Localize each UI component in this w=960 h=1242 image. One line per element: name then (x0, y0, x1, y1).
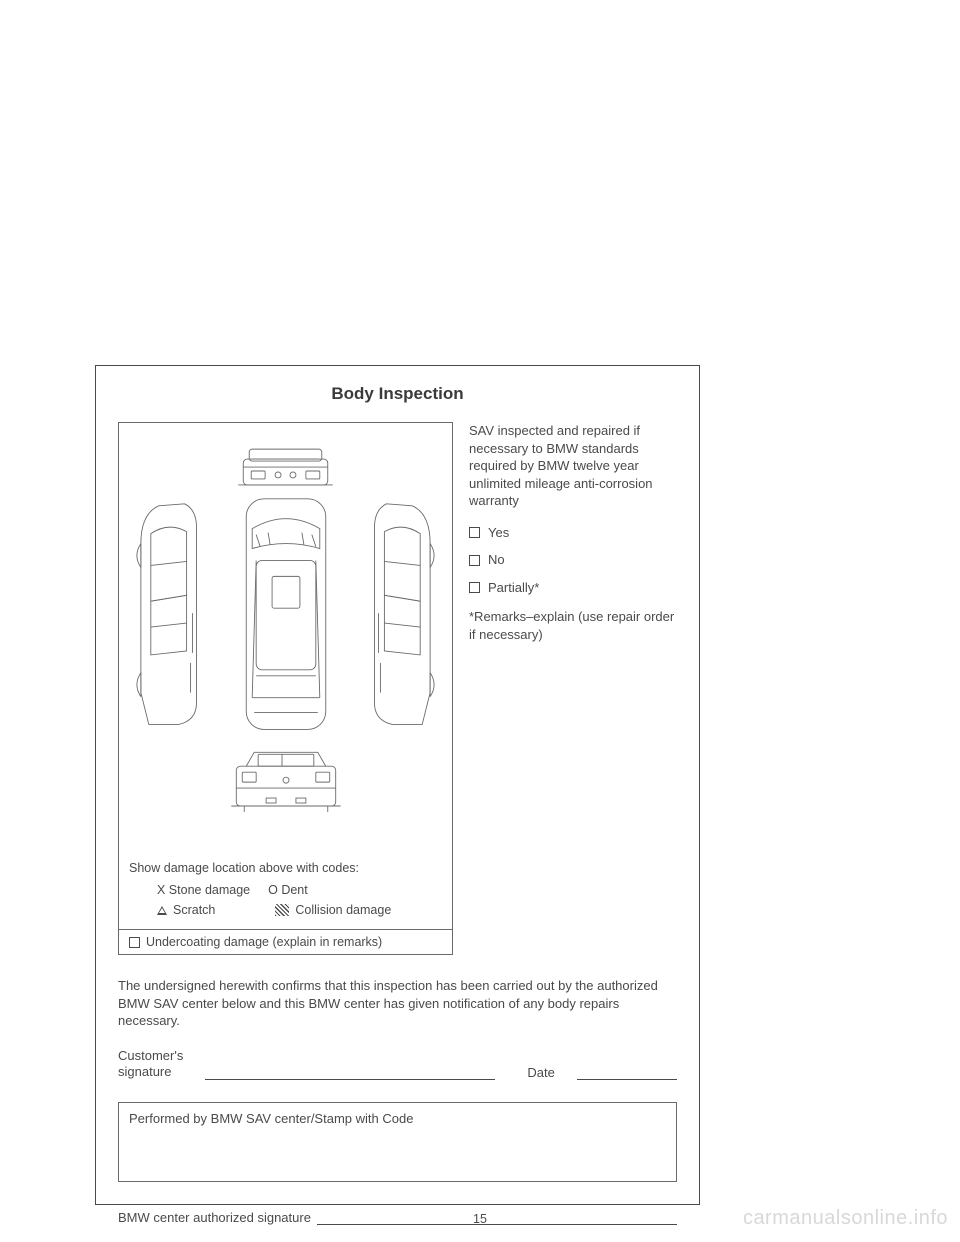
option-yes: Yes (469, 524, 677, 542)
yes-checkbox[interactable] (469, 527, 480, 538)
option-no: No (469, 551, 677, 569)
two-column-layout: Show damage location above with codes: X… (118, 422, 677, 955)
stamp-box[interactable]: Performed by BMW SAV center/Stamp with C… (118, 1102, 677, 1182)
no-checkbox[interactable] (469, 555, 480, 566)
signature-row: Customer's signature Date (118, 1048, 677, 1081)
legend-dent-label: O Dent (268, 883, 308, 897)
legend-dent: O Dent (268, 883, 308, 897)
legend-stone: X Stone damage (157, 883, 250, 897)
no-label: No (488, 551, 505, 569)
remarks-text: *Remarks–explain (use repair order if ne… (469, 608, 677, 643)
page-title: Body Inspection (118, 384, 677, 404)
watermark: carmanualsonline.info (743, 1207, 948, 1230)
stamp-label: Performed by BMW SAV center/Stamp with C… (129, 1111, 413, 1126)
undercoating-row: Undercoating damage (explain in remarks) (119, 929, 452, 954)
customer-signature-line[interactable] (205, 1079, 495, 1080)
option-partially: Partially* (469, 579, 677, 597)
date-line[interactable] (577, 1079, 677, 1080)
undercoating-checkbox[interactable] (129, 937, 140, 948)
legend: Show damage location above with codes: X… (119, 853, 452, 929)
legend-stone-label: X Stone damage (157, 883, 250, 897)
partially-label: Partially* (488, 579, 539, 597)
diagram-box: Show damage location above with codes: X… (118, 422, 453, 955)
undercoating-label: Undercoating damage (explain in remarks) (146, 935, 382, 949)
car-diagram-area[interactable] (119, 423, 452, 853)
car-outline-svg (119, 423, 452, 853)
date-label: Date (527, 1065, 554, 1080)
warranty-text: SAV inspected and repaired if necessary … (469, 422, 677, 510)
legend-title: Show damage location above with codes: (129, 861, 442, 875)
legend-collision-label: Collision damage (295, 903, 391, 917)
page-frame: Body Inspection (95, 365, 700, 1205)
customer-signature-label: Customer's signature (118, 1048, 183, 1081)
partially-checkbox[interactable] (469, 582, 480, 593)
right-column: SAV inspected and repaired if necessary … (469, 422, 677, 955)
confirmation-text: The undersigned herewith confirms that t… (118, 977, 677, 1030)
legend-scratch-label: Scratch (173, 903, 215, 917)
legend-collision: Collision damage (275, 903, 391, 917)
yes-label: Yes (488, 524, 509, 542)
legend-scratch: Scratch (157, 903, 215, 917)
hatch-icon (275, 904, 289, 916)
triangle-icon (157, 906, 167, 915)
